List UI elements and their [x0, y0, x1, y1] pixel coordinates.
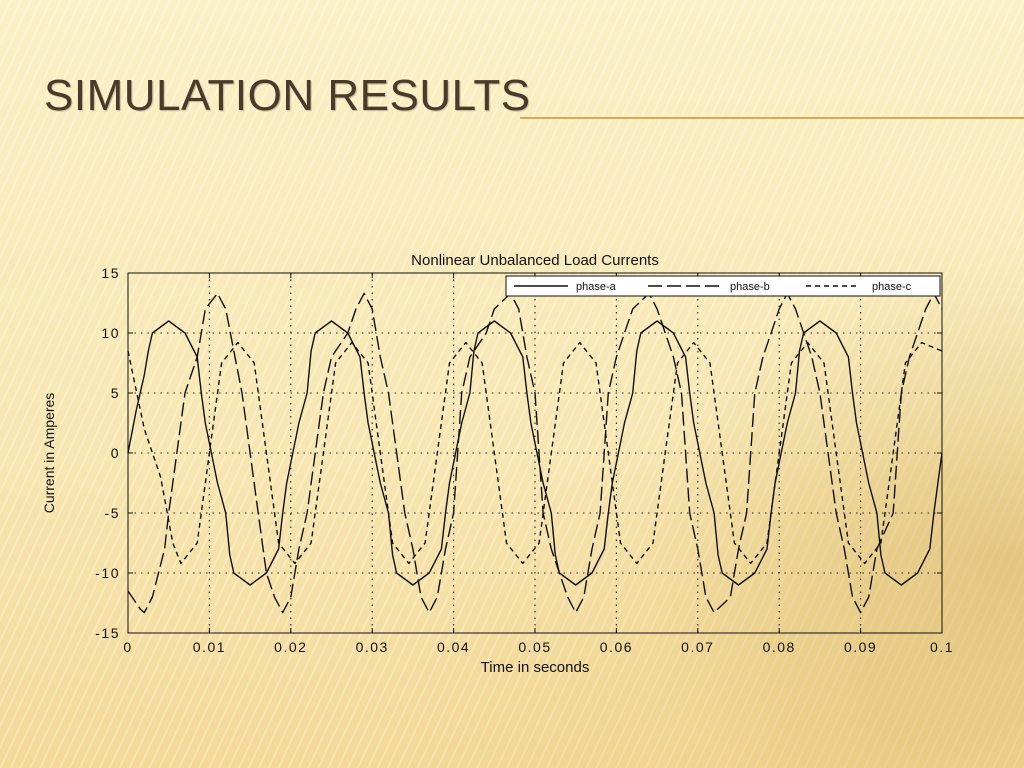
y-tick-label: -5 — [105, 505, 120, 521]
x-tick-label: 0.05 — [518, 639, 551, 655]
legend-label-phase-a: phase-a — [576, 281, 617, 293]
y-tick-label: -15 — [95, 625, 120, 641]
y-tick-label: 0 — [111, 445, 120, 461]
legend: phase-a phase-b phase-c — [505, 275, 941, 297]
slide-title: SIMULATION RESULTS — [44, 71, 531, 120]
y-tick-label: 5 — [111, 385, 120, 401]
x-tick-label: 0.03 — [356, 639, 389, 655]
x-tick-label: 0 — [123, 639, 132, 655]
y-axis-label: Current in Amperes — [41, 393, 57, 514]
series-line-phase-a — [127, 320, 943, 586]
series-layer — [127, 292, 943, 614]
legend-items: phase-a phase-b phase-c — [514, 281, 912, 293]
x-tick-label: 0.09 — [844, 639, 877, 655]
x-tick-label: 0.1 — [930, 639, 954, 655]
legend-box — [505, 275, 941, 297]
legend-label-phase-b: phase-b — [730, 281, 770, 293]
tick-layer: 0 0.01 0.02 0.03 0.04 0.05 0.06 0.07 0.08 0.09 0.1… — [95, 265, 954, 655]
chart-canvas: 0 0.01 0.02 0.03 0.04 0.05 0.06 0.07 0.08 0.09 0.1… — [41, 252, 954, 676]
series-line-phase-b — [127, 292, 943, 614]
chart-title: Nonlinear Unbalanced Load Currents — [411, 252, 659, 269]
x-tick-label: 0.01 — [193, 639, 226, 655]
x-tick-label: 0.08 — [763, 639, 796, 655]
x-tick-label: 0.07 — [681, 639, 714, 655]
load-currents-chart: 0 0.01 0.02 0.03 0.04 0.05 0.06 0.07 0.08 0.09 0.1… — [30, 240, 965, 680]
y-tick-label: 15 — [101, 265, 120, 281]
series-line-phase-c — [127, 341, 943, 565]
x-tick-label: 0.04 — [437, 639, 470, 655]
title-underline — [520, 117, 1024, 119]
y-tick-label: 10 — [101, 325, 120, 341]
grid-layer — [128, 273, 942, 633]
x-axis-label: Time in seconds — [481, 659, 590, 676]
y-tick-label: -10 — [95, 565, 120, 581]
x-tick-label: 0.02 — [274, 639, 307, 655]
x-tick-label: 0.06 — [600, 639, 633, 655]
legend-label-phase-c: phase-c — [872, 281, 912, 293]
